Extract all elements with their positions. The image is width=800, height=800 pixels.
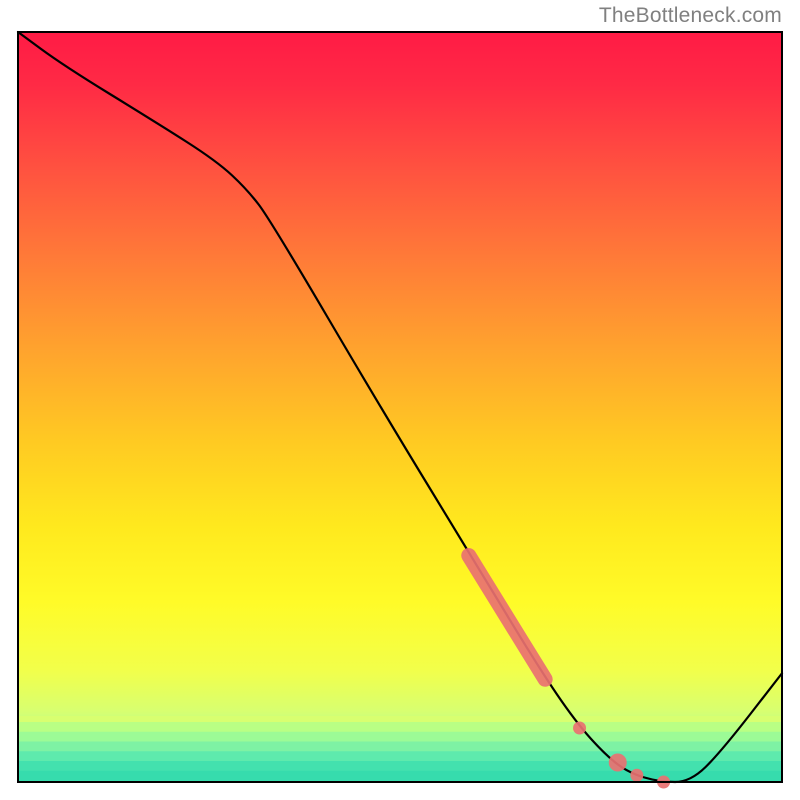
bottleneck-chart: TheBottleneck.com: [0, 0, 800, 800]
watermark-text: TheBottleneck.com: [599, 4, 782, 28]
chart-svg: [0, 0, 800, 800]
